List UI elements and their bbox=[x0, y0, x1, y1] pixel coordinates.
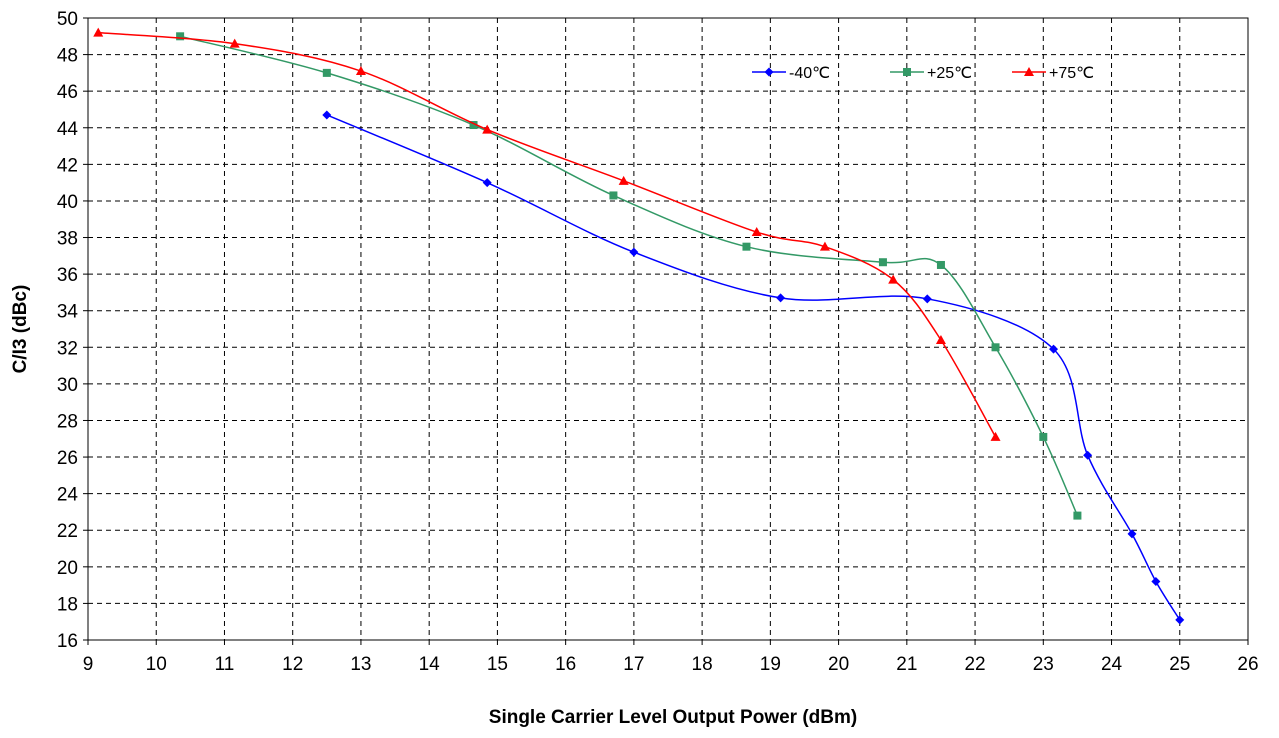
plot-area-frame bbox=[87, 17, 1249, 641]
y-tick-label: 26 bbox=[57, 448, 78, 469]
x-tick-label: 19 bbox=[760, 654, 781, 675]
data-point bbox=[742, 242, 751, 251]
y-tick-label: 34 bbox=[57, 302, 79, 323]
series-1 bbox=[322, 110, 1185, 625]
y-tick-label: 50 bbox=[57, 9, 78, 30]
data-point bbox=[1127, 529, 1137, 539]
x-tick-label: 15 bbox=[487, 654, 508, 675]
data-point bbox=[322, 68, 331, 77]
legend-label: +75℃ bbox=[1049, 65, 1094, 82]
data-point bbox=[990, 431, 1001, 441]
data-point bbox=[482, 178, 492, 188]
x-tick-label: 13 bbox=[350, 654, 371, 675]
legend-item: +25℃ bbox=[890, 65, 972, 82]
data-point bbox=[93, 27, 104, 37]
x-tick-label: 21 bbox=[896, 654, 917, 675]
legend-item: +75℃ bbox=[1012, 65, 1094, 82]
data-point bbox=[176, 32, 185, 41]
data-point bbox=[935, 334, 946, 344]
y-tick-label: 48 bbox=[57, 46, 78, 67]
data-point bbox=[322, 110, 332, 120]
x-axis-title: Single Carrier Level Output Power (dBm) bbox=[489, 707, 857, 728]
data-point bbox=[229, 38, 240, 48]
y-tick-label: 40 bbox=[57, 192, 78, 213]
data-point bbox=[888, 274, 899, 284]
data-point bbox=[1073, 511, 1082, 520]
data-point bbox=[482, 124, 493, 134]
x-tick-label: 17 bbox=[623, 654, 644, 675]
data-point bbox=[1039, 432, 1048, 441]
y-tick-label: 38 bbox=[57, 229, 78, 250]
x-tick-label: 24 bbox=[1101, 654, 1123, 675]
series-line bbox=[179, 35, 1079, 516]
y-tick-label: 36 bbox=[57, 265, 78, 286]
gridlines bbox=[88, 18, 1248, 640]
y-tick-label: 20 bbox=[57, 558, 78, 579]
x-tick-label: 23 bbox=[1033, 654, 1054, 675]
data-point bbox=[776, 293, 786, 303]
x-tick-label: 12 bbox=[282, 654, 303, 675]
data-point bbox=[819, 241, 830, 251]
data-point bbox=[609, 191, 618, 200]
data-point bbox=[878, 258, 887, 267]
series-3 bbox=[93, 27, 1001, 441]
x-tick-label: 25 bbox=[1169, 654, 1190, 675]
legend-marker bbox=[764, 67, 774, 77]
data-point bbox=[355, 66, 366, 76]
y-tick-label: 18 bbox=[57, 594, 78, 615]
series-line bbox=[326, 114, 1181, 621]
y-axis-ticks: 16 18 20 22 24 26 28 30 32 34 36 38 40 42 44 46 48 50 bbox=[57, 9, 88, 652]
series-line bbox=[98, 31, 997, 438]
data-point bbox=[618, 175, 629, 185]
legend-label: -40℃ bbox=[789, 65, 830, 82]
data-point bbox=[1175, 615, 1185, 625]
x-tick-label: 9 bbox=[83, 654, 94, 675]
data-point bbox=[469, 121, 478, 130]
data-point bbox=[991, 343, 1000, 352]
x-tick-label: 22 bbox=[964, 654, 985, 675]
data-point bbox=[629, 247, 639, 257]
legend-marker bbox=[1024, 67, 1034, 76]
legend-marker bbox=[903, 68, 911, 76]
series-lines bbox=[93, 27, 1185, 625]
y-tick-label: 32 bbox=[57, 338, 78, 359]
y-tick-label: 16 bbox=[57, 631, 78, 652]
x-tick-label: 16 bbox=[555, 654, 576, 675]
y-tick-label: 28 bbox=[57, 411, 78, 432]
y-tick-label: 24 bbox=[57, 485, 79, 506]
data-point bbox=[1083, 450, 1093, 460]
legend: -40℃ +25℃ +75℃ bbox=[752, 65, 1094, 82]
y-tick-label: 46 bbox=[57, 82, 78, 103]
data-point bbox=[922, 294, 932, 304]
data-point bbox=[751, 227, 762, 237]
x-tick-label: 11 bbox=[215, 654, 235, 675]
x-tick-label: 20 bbox=[828, 654, 849, 675]
data-point bbox=[936, 260, 945, 269]
y-tick-label: 22 bbox=[57, 521, 78, 542]
y-tick-label: 30 bbox=[57, 375, 78, 396]
x-tick-label: 18 bbox=[692, 654, 713, 675]
x-tick-label: 26 bbox=[1237, 654, 1258, 675]
data-point bbox=[1151, 576, 1161, 586]
legend-label: +25℃ bbox=[927, 65, 972, 82]
y-tick-label: 44 bbox=[57, 119, 79, 140]
x-tick-label: 14 bbox=[419, 654, 441, 675]
legend-item: -40℃ bbox=[752, 65, 830, 82]
y-tick-label: 42 bbox=[57, 155, 78, 176]
y-axis-title: C/I3 (dBc) bbox=[10, 285, 31, 374]
x-axis-ticks: 9 10 11 12 13 14 15 16 17 18 19 20 21 22 23 24 25 26 bbox=[83, 640, 1259, 675]
series-2 bbox=[176, 32, 1082, 520]
data-point bbox=[1049, 344, 1059, 354]
x-tick-label: 10 bbox=[146, 654, 167, 675]
